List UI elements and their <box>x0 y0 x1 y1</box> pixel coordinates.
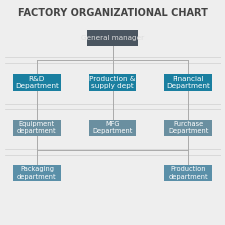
Text: Production
department: Production department <box>168 166 208 180</box>
Text: R&D
Department: R&D Department <box>15 76 59 89</box>
Text: General manager: General manager <box>81 35 144 41</box>
FancyBboxPatch shape <box>13 74 61 91</box>
FancyBboxPatch shape <box>164 74 212 91</box>
FancyBboxPatch shape <box>89 74 136 91</box>
Text: Packaging
department: Packaging department <box>17 166 57 180</box>
Text: Production &
supply dept: Production & supply dept <box>89 76 136 89</box>
FancyBboxPatch shape <box>164 119 212 136</box>
Text: FACTORY ORGANIZATIONAL CHART: FACTORY ORGANIZATIONAL CHART <box>18 8 207 18</box>
FancyBboxPatch shape <box>164 165 212 181</box>
FancyBboxPatch shape <box>87 30 138 46</box>
Text: MFG
Department: MFG Department <box>92 121 133 134</box>
Text: Equipment
department: Equipment department <box>17 121 57 134</box>
FancyBboxPatch shape <box>13 165 61 181</box>
FancyBboxPatch shape <box>13 119 61 136</box>
Text: Purchase
Department: Purchase Department <box>168 121 208 134</box>
FancyBboxPatch shape <box>89 119 136 136</box>
Text: Financial
Department: Financial Department <box>166 76 210 89</box>
